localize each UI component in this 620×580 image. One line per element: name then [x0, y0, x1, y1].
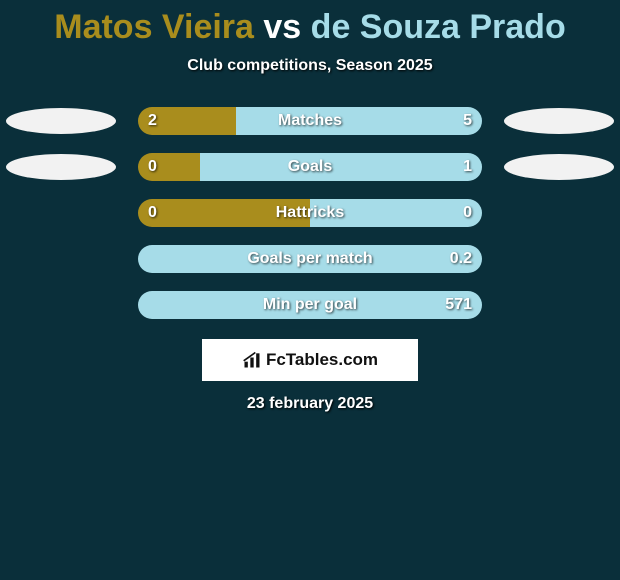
bar-segment-right — [138, 291, 482, 319]
bar-chart-icon — [242, 350, 262, 370]
stat-row: 01Goals — [0, 145, 620, 191]
bar-segment-right — [310, 199, 482, 227]
bar-segment-right — [236, 107, 482, 135]
bar-track — [138, 107, 482, 135]
bar-segment-left — [138, 199, 310, 227]
footer-date: 23 february 2025 — [0, 395, 620, 413]
player-marker-right — [504, 154, 614, 180]
bar-track — [138, 153, 482, 181]
title-player-right: de Souza Prado — [311, 8, 566, 46]
title-player-left: Matos Vieira — [54, 8, 254, 46]
stat-row: 571Min per goal — [0, 283, 620, 329]
bar-segment-right — [138, 245, 482, 273]
source-logo[interactable]: FcTables.com — [202, 339, 418, 381]
player-marker-left — [6, 154, 116, 180]
title-vs: vs — [263, 8, 301, 46]
logo-text: FcTables.com — [266, 350, 378, 370]
stat-row: 0.2Goals per match — [0, 237, 620, 283]
bar-track — [138, 245, 482, 273]
stat-rows: 25Matches01Goals00Hattricks0.2Goals per … — [0, 99, 620, 329]
bar-segment-left — [138, 153, 200, 181]
stat-row: 00Hattricks — [0, 191, 620, 237]
bar-track — [138, 199, 482, 227]
bar-segment-right — [200, 153, 482, 181]
page-title: Matos Vieira vs de Souza Prado — [0, 8, 620, 47]
player-marker-left — [6, 108, 116, 134]
bar-track — [138, 291, 482, 319]
stat-row: 25Matches — [0, 99, 620, 145]
bar-segment-left — [138, 107, 236, 135]
comparison-card: Matos Vieira vs de Souza Prado Club comp… — [0, 0, 620, 413]
player-marker-right — [504, 108, 614, 134]
subtitle: Club competitions, Season 2025 — [0, 57, 620, 75]
